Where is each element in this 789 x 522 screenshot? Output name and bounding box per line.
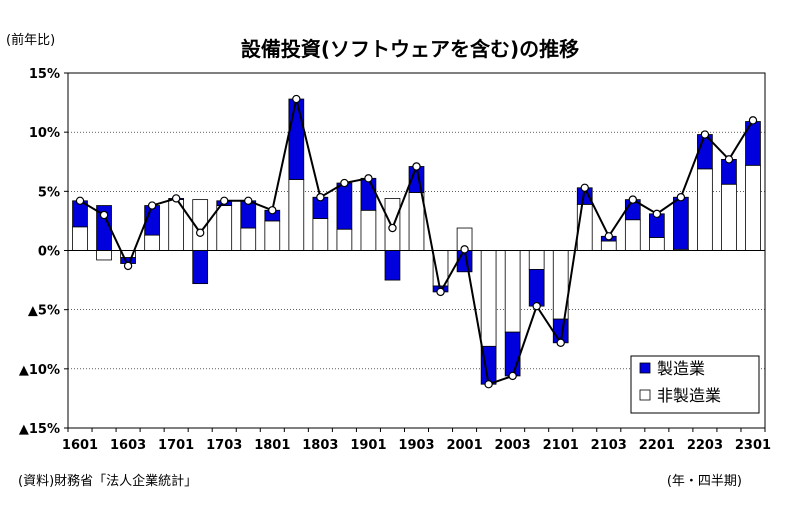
- x-axis-ticks: 1601 1603 1701 1703 1801 1803 1901 1903 2001 2003…: [62, 428, 771, 453]
- bar-non-manufacturing: [216, 205, 233, 251]
- y-tick-label: ▲15%: [19, 422, 60, 437]
- line-point: [147, 201, 157, 210]
- bar-non-manufacturing: [96, 250, 112, 261]
- x-tick-label: 1701: [158, 438, 194, 453]
- x-tick-label: 2101: [543, 438, 579, 453]
- line-point: [171, 194, 181, 203]
- bar-manufacturing: [192, 250, 209, 285]
- bar-manufacturing: [288, 98, 305, 180]
- x-tick-label: 1603: [110, 438, 146, 453]
- bar-non-manufacturing: [648, 237, 665, 251]
- x-tick-label: 2201: [639, 438, 675, 453]
- line-point: [700, 130, 710, 139]
- bar-manufacturing: [384, 250, 401, 281]
- y-tick-label: 10%: [29, 126, 60, 141]
- legend-box: [630, 355, 760, 414]
- bar-non-manufacturing: [697, 168, 713, 251]
- line-point: [652, 209, 662, 219]
- bar-non-manufacturing: [336, 228, 353, 251]
- bars: [72, 98, 761, 385]
- bar-non-manufacturing: [624, 219, 641, 251]
- line-point: [316, 193, 325, 202]
- line-point: [460, 245, 469, 254]
- line-point: [724, 155, 734, 164]
- bar-non-manufacturing: [312, 218, 329, 251]
- line-point: [388, 223, 397, 233]
- line-point: [75, 196, 85, 205]
- x-tick-label: 2001: [446, 438, 482, 453]
- line-point: [628, 195, 638, 204]
- y-axis-ticks: 15% 10% 5% 0% ▲5% ▲10% ▲15%: [19, 67, 68, 437]
- bar-manufacturing: [528, 269, 545, 307]
- line-point: [748, 116, 758, 125]
- line-point: [268, 206, 277, 215]
- bar-non-manufacturing: [721, 183, 737, 251]
- chart-title: 設備投資(ソフトウェアを含む)の推移: [241, 37, 579, 61]
- bar-manufacturing: [360, 177, 377, 211]
- x-tick-label: 1703: [206, 438, 242, 453]
- x-tick-label: 2203: [687, 438, 723, 453]
- bar-manufacturing: [336, 182, 353, 230]
- bar-manufacturing: [673, 196, 689, 250]
- x-tick-label: 1801: [254, 438, 290, 453]
- line-point: [532, 301, 541, 311]
- line-point: [604, 232, 613, 241]
- legend-swatch-manufacturing: [639, 362, 651, 374]
- line-point: [99, 210, 109, 220]
- bar-non-manufacturing: [480, 250, 497, 347]
- x-axis-label: (年・四半期): [667, 474, 742, 489]
- bar-non-manufacturing: [72, 226, 88, 251]
- line-series: [75, 94, 758, 389]
- line-point: [412, 162, 421, 171]
- line-point: [508, 371, 517, 381]
- y-axis-label: (前年比): [6, 32, 55, 48]
- legend-label-manufacturing: 製造業: [657, 359, 705, 378]
- bar-non-manufacturing: [240, 227, 257, 251]
- legend-swatch-non-manufacturing: [639, 389, 651, 401]
- bar-non-manufacturing: [288, 179, 305, 251]
- line-point: [580, 183, 589, 192]
- x-tick-label: 1901: [350, 438, 386, 453]
- line-point: [676, 193, 686, 202]
- bar-manufacturing: [504, 331, 521, 377]
- bar-non-manufacturing: [264, 220, 281, 251]
- bar-non-manufacturing: [360, 209, 377, 251]
- line-point: [244, 196, 253, 205]
- bar-non-manufacturing: [600, 240, 617, 251]
- x-tick-label: 2003: [495, 438, 531, 453]
- y-tick-label: 0%: [38, 245, 60, 260]
- bar-non-manufacturing: [504, 250, 521, 333]
- bar-non-manufacturing: [144, 234, 160, 251]
- x-tick-label: 1601: [62, 438, 98, 453]
- x-tick-label: 1803: [302, 438, 338, 453]
- legend: 製造業 非製造業: [630, 355, 760, 414]
- line-point: [220, 196, 229, 205]
- line-point: [556, 338, 565, 347]
- y-tick-label: 5%: [38, 185, 60, 200]
- bar-non-manufacturing: [408, 192, 425, 251]
- x-tick-label: 2103: [591, 438, 627, 453]
- line-point: [292, 94, 301, 104]
- line-point: [123, 261, 133, 271]
- y-tick-label: ▲5%: [28, 304, 60, 319]
- legend-label-non-manufacturing: 非製造業: [657, 386, 721, 405]
- line-point: [195, 228, 205, 237]
- x-tick-label: 2301: [735, 438, 771, 453]
- line-point: [484, 380, 493, 389]
- line-point: [364, 174, 373, 183]
- bar-non-manufacturing: [528, 250, 545, 270]
- y-tick-label: ▲10%: [19, 363, 60, 378]
- source-note: (資料)財務省「法人企業統計」: [18, 473, 197, 489]
- y-tick-label: 15%: [29, 67, 60, 82]
- x-tick-label: 1903: [398, 438, 434, 453]
- line-point: [436, 287, 445, 297]
- bar-non-manufacturing: [745, 164, 761, 251]
- line-point: [340, 178, 349, 188]
